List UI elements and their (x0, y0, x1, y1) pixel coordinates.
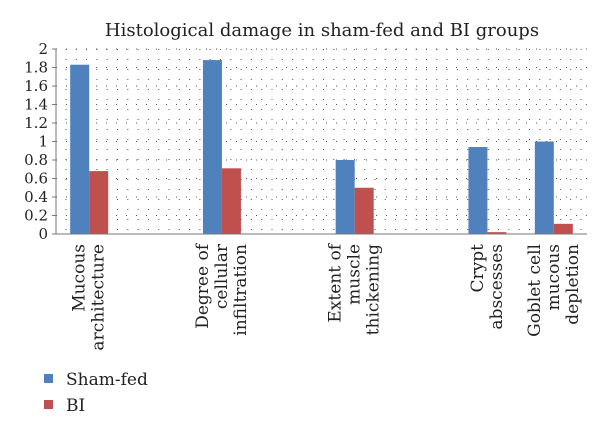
y-tick-label: 0 (38, 225, 48, 243)
x-tick-label-4: Extent of muscle thickening (326, 242, 384, 335)
x-tick-label-0: Mucous architecture (70, 244, 109, 351)
bars (70, 60, 573, 234)
x-tick-label-line: thickening (364, 244, 384, 335)
bar-bi-6 (487, 232, 507, 234)
bar-sham-fed-4 (335, 160, 355, 234)
x-tick-label-line: architecture (89, 244, 109, 351)
y-tick-label: 1.8 (24, 59, 48, 77)
x-tick-label-line: abscesses (487, 244, 507, 330)
y-tick-label: 0.8 (24, 151, 48, 169)
y-axis-ticks: 00.20.40.60.811.21.41.61.82 (24, 40, 56, 243)
gridlines (56, 48, 587, 234)
legend-label-1: BI (66, 396, 85, 416)
x-tick-label-line: cellular (212, 243, 232, 309)
x-tick-label-line: mucous (544, 244, 564, 311)
y-tick-label: 0.6 (24, 170, 48, 188)
y-tick-label: 1.6 (24, 77, 48, 95)
y-tick-label: 2 (38, 40, 48, 58)
chart-title: Histological damage in sham-fed and BI g… (105, 20, 539, 41)
legend-swatch-0 (44, 374, 53, 383)
x-tick-label-line: muscle (345, 244, 365, 305)
axes (55, 49, 587, 235)
bar-sham-fed-7 (534, 141, 554, 234)
y-tick-label: 0.4 (24, 188, 48, 206)
y-tick-label: 1.2 (24, 114, 48, 132)
x-axis-labels: Mucous architecture Degree of cellular infil… (70, 242, 583, 350)
x-tick-label-line: infiltration (231, 244, 251, 336)
bar-bi-7 (553, 223, 573, 234)
x-tick-label-line: Mucous (70, 244, 90, 312)
x-tick-label-7: Goblet cell mucous depletion (525, 244, 583, 337)
x-tick-label-line: Crypt (468, 244, 488, 293)
bar-bi-2 (221, 168, 241, 234)
x-tick-label-2: Degree of cellular infiltration (193, 242, 251, 335)
bar-sham-fed-6 (468, 147, 488, 234)
x-tick-label-6: Crypt abscesses (468, 244, 507, 330)
bar-bi-0 (89, 171, 109, 234)
y-tick-label: 1 (38, 133, 48, 151)
x-tick-label-line: Degree of (193, 242, 213, 328)
y-tick-label: 1.4 (24, 96, 48, 114)
x-tick-label-line: depletion (563, 244, 583, 325)
legend-swatch-1 (44, 400, 53, 409)
legend: Sham-fed BI (44, 370, 148, 416)
bar-bi-4 (354, 187, 374, 234)
legend-label-0: Sham-fed (66, 370, 148, 390)
y-tick-label: 0.2 (24, 207, 48, 225)
bar-sham-fed-0 (70, 64, 90, 234)
x-tick-label-line: Extent of (326, 242, 346, 322)
x-tick-label-line: Goblet cell (525, 244, 545, 337)
bar-sham-fed-2 (202, 60, 222, 234)
